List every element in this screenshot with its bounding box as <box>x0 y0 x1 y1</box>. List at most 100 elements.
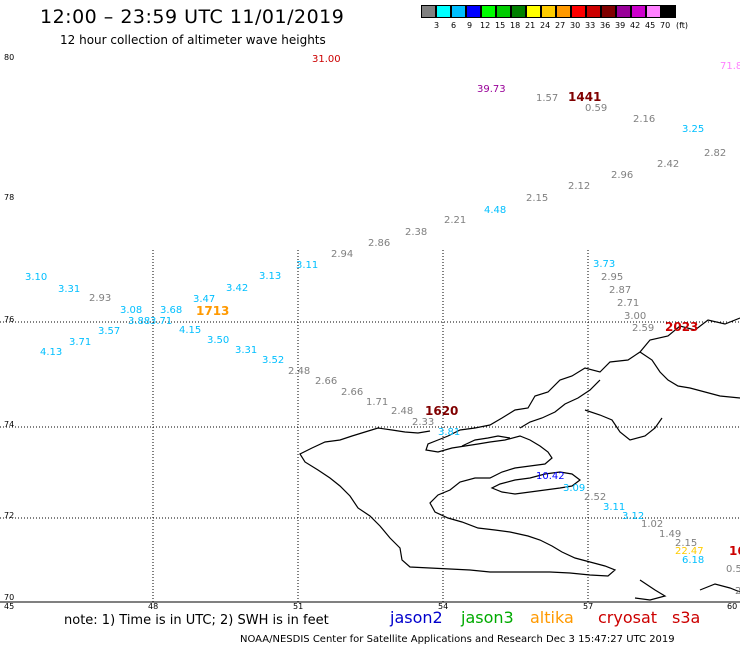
lon-label: 60 <box>727 602 738 611</box>
legend-label: 18 <box>510 21 521 30</box>
legend-label: 3 <box>434 21 440 30</box>
legend-label: 27 <box>555 21 566 30</box>
swh-value: 3.52 <box>262 355 285 366</box>
legend-swatch <box>631 5 646 18</box>
swh-value: 2 <box>735 586 740 597</box>
lat-label: 70 <box>4 593 15 602</box>
lat-label: 76 <box>4 315 15 324</box>
sat-cryosat: cryosat <box>598 608 658 627</box>
swh-value: 2.52 <box>584 492 607 503</box>
footer-note: note: 1) Time is in UTC; 2) SWH is in fe… <box>64 613 329 628</box>
swh-value: 3.81 <box>438 427 461 438</box>
swh-value: 2.66 <box>341 387 364 398</box>
swh-value: 3.11 <box>296 260 319 271</box>
legend-label: 6 <box>451 21 457 30</box>
lon-label: 51 <box>293 602 304 611</box>
swh-value: 3.71 <box>150 316 173 327</box>
swh-value: 3.42 <box>226 283 249 294</box>
legend-unit: (ft) <box>676 21 689 30</box>
legend-label: 70 <box>660 21 671 30</box>
swh-value: 2.38 <box>405 227 428 238</box>
swh-value: 3.47 <box>193 294 216 305</box>
swh-value: 2.15 <box>526 193 549 204</box>
swh-value: 71.8 <box>720 61 740 72</box>
lat-label: 74 <box>4 420 15 429</box>
swh-value: 2.93 <box>89 293 112 304</box>
swh-value: 3.68 <box>160 305 183 316</box>
swh-value: 2.71 <box>617 298 640 309</box>
swh-value: 1.49 <box>659 529 682 540</box>
legend-swatch <box>571 5 586 18</box>
legend-label: 39 <box>615 21 626 30</box>
swh-value: 2.12 <box>568 181 591 192</box>
swh-value: 2.94 <box>331 249 354 260</box>
swh-value: 6.18 <box>682 555 705 566</box>
swh-value: 2.16 <box>633 114 656 125</box>
sat-jason3: jason3 <box>461 608 514 627</box>
lat-label: 80 <box>4 53 15 62</box>
sat-jason2: jason2 <box>390 608 443 627</box>
legend-label: 15 <box>495 21 506 30</box>
legend-swatch <box>586 5 601 18</box>
swh-value: 3.00 <box>624 311 647 322</box>
pass-time: 1620 <box>425 404 459 418</box>
legend-label: 30 <box>570 21 581 30</box>
swh-value: 3.11 <box>603 502 626 513</box>
swh-value: 4.15 <box>179 325 202 336</box>
swh-value: 3.12 <box>622 511 645 522</box>
swh-value: 1.02 <box>641 519 664 530</box>
swh-value: 3.31 <box>235 345 258 356</box>
swh-value: 3.25 <box>682 124 705 135</box>
legend-swatch <box>466 5 481 18</box>
swh-value: 3.73 <box>593 259 616 270</box>
swh-value: 2.48 <box>288 366 311 377</box>
pass-time: 2023 <box>665 320 699 334</box>
legend-swatch <box>661 5 676 18</box>
legend-swatch <box>421 5 436 18</box>
pass-time: 16 <box>729 544 740 558</box>
graticule <box>0 250 740 602</box>
swh-value: 2.82 <box>704 148 727 159</box>
credit-line: NOAA/NESDIS Center for Satellite Applica… <box>240 634 675 645</box>
lat-label: 72 <box>4 511 15 520</box>
swh-value: 10.42 <box>536 471 565 482</box>
legend-swatch <box>526 5 541 18</box>
pass-time: 1713 <box>196 304 230 318</box>
legend-label: 45 <box>645 21 656 30</box>
swh-value: 4.48 <box>484 205 507 216</box>
swh-value: 2.86 <box>368 238 391 249</box>
lon-label: 45 <box>4 602 15 611</box>
swh-value: 2.48 <box>391 406 414 417</box>
swh-value: 2.87 <box>609 285 632 296</box>
swh-value: 0.5 <box>726 564 740 575</box>
lon-label: 57 <box>583 602 594 611</box>
legend-swatch <box>481 5 496 18</box>
swh-value: 2.21 <box>444 215 467 226</box>
legend-swatch <box>511 5 526 18</box>
legend-label: 9 <box>467 21 473 30</box>
lon-label: 54 <box>438 602 449 611</box>
swh-value: 3.50 <box>207 335 230 346</box>
legend-swatch <box>451 5 466 18</box>
legend-label: 21 <box>525 21 536 30</box>
legend-swatch <box>601 5 616 18</box>
swh-value: 2.42 <box>657 159 680 170</box>
swh-value: 2.33 <box>412 417 435 428</box>
swh-value: 3.09 <box>563 483 586 494</box>
legend-swatch <box>556 5 571 18</box>
swh-value: 3.57 <box>98 326 121 337</box>
sat-s3a: s3a <box>672 608 701 627</box>
legend-label: 36 <box>600 21 611 30</box>
swh-value: 0.59 <box>585 103 608 114</box>
swh-value: 3.13 <box>259 271 282 282</box>
map-title: 12:00 – 23:59 UTC 11/01/2019 <box>40 6 345 28</box>
swh-value: 3.31 <box>58 284 81 295</box>
swh-value: 3.88 <box>128 316 151 327</box>
swh-value: 1.71 <box>366 397 389 408</box>
swh-value: 2.95 <box>601 272 624 283</box>
legend-swatch <box>496 5 511 18</box>
legend-label: 42 <box>630 21 641 30</box>
swh-value: 2.96 <box>611 170 634 181</box>
